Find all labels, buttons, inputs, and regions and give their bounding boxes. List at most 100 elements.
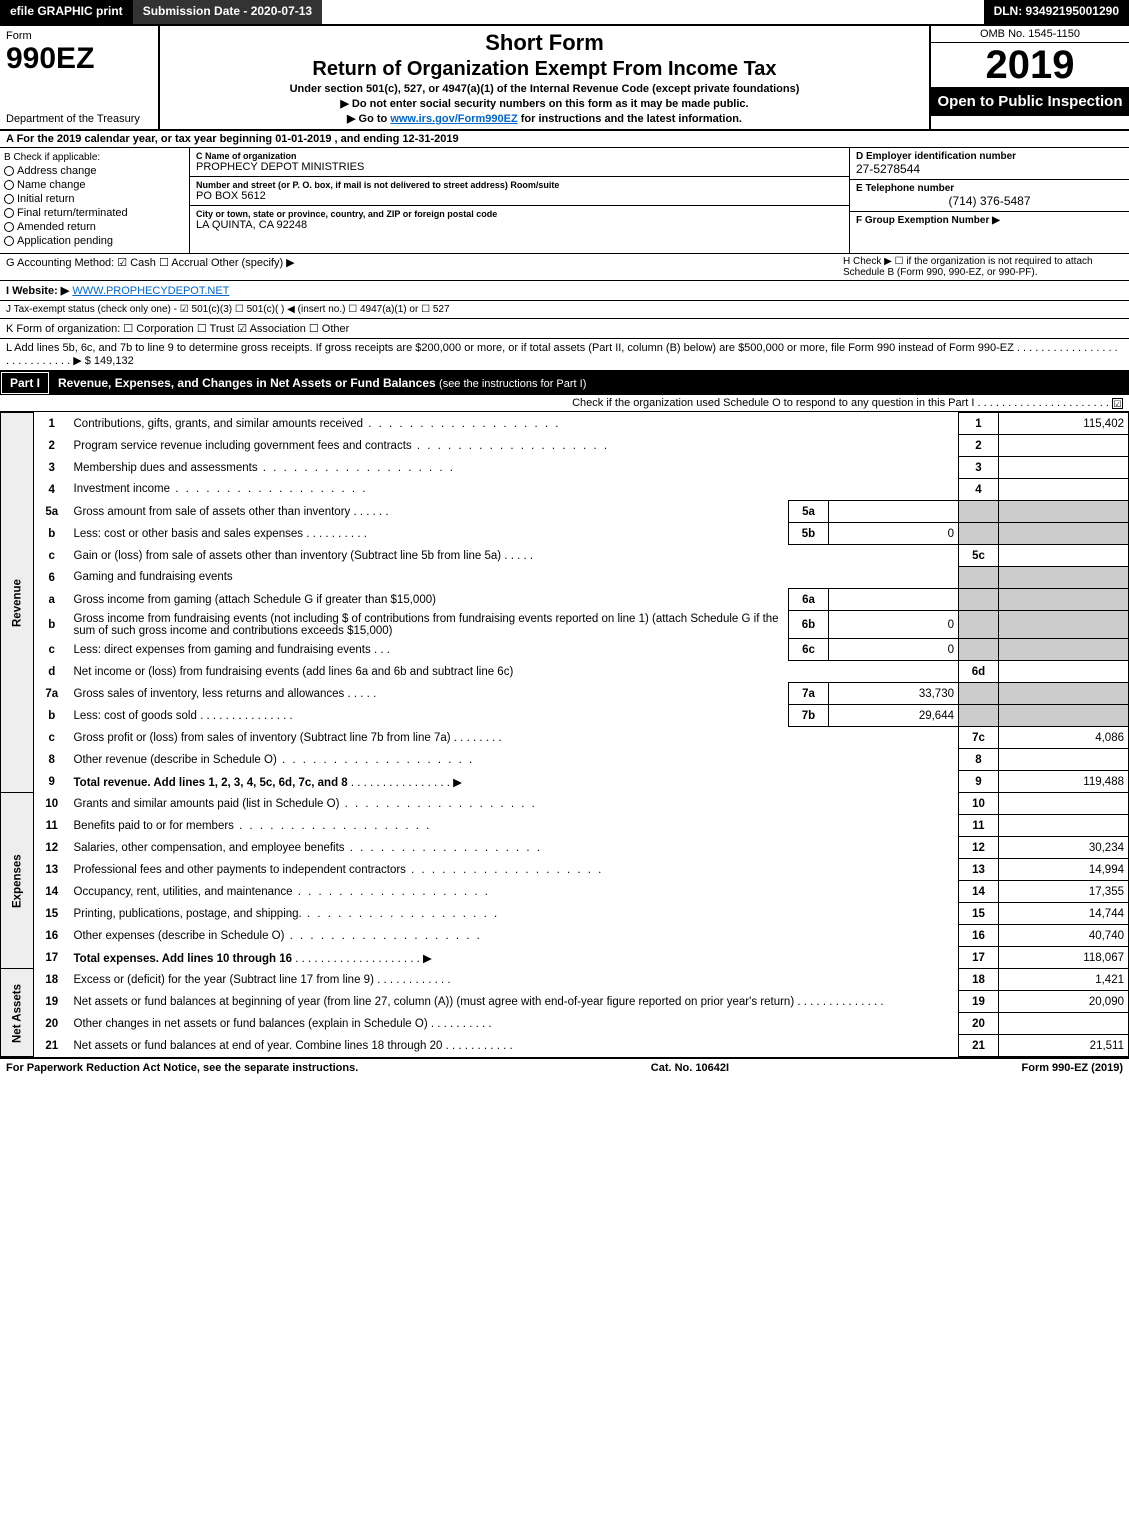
form-header: Form 990EZ Department of the Treasury Sh… (0, 26, 1129, 131)
dln-label: DLN: 93492195001290 (984, 0, 1129, 24)
title-return: Return of Organization Exempt From Incom… (168, 58, 921, 81)
line-i-lbl: I Website: ▶ (6, 285, 69, 297)
submission-date: Submission Date - 2020-07-13 (133, 0, 322, 24)
chk-final[interactable]: Final return/terminated (4, 207, 185, 219)
row-6a: aGross income from gaming (attach Schedu… (1, 589, 1129, 611)
org-name-row: C Name of organization PROPHECY DEPOT MI… (190, 148, 849, 177)
top-bar: efile GRAPHIC print Submission Date - 20… (0, 0, 1129, 26)
part1-check: Check if the organization used Schedule … (0, 395, 1129, 412)
box-b-label: B Check if applicable: (4, 152, 185, 163)
instructions-link[interactable]: www.irs.gov/Form990EZ (390, 113, 517, 125)
row-19: 19Net assets or fund balances at beginni… (1, 991, 1129, 1013)
row-6c: cLess: direct expenses from gaming and f… (1, 639, 1129, 661)
row-17: 17Total expenses. Add lines 10 through 1… (1, 947, 1129, 969)
line-l: L Add lines 5b, 6c, and 7b to line 9 to … (0, 339, 1129, 371)
ln-1: 1 (34, 413, 70, 435)
val-1: 115,402 (999, 413, 1129, 435)
desc-1: Contributions, gifts, grants, and simila… (70, 413, 959, 435)
line-g: G Accounting Method: ☑ Cash ☐ Accrual Ot… (6, 256, 295, 278)
page-footer: For Paperwork Reduction Act Notice, see … (0, 1057, 1129, 1077)
group-row: F Group Exemption Number ▶ (850, 212, 1129, 229)
box-c: C Name of organization PROPHECY DEPOT MI… (190, 148, 849, 253)
row-6: 6Gaming and fundraising events (1, 567, 1129, 589)
info-block: B Check if applicable: Address change Na… (0, 148, 1129, 254)
row-16: 16Other expenses (describe in Schedule O… (1, 925, 1129, 947)
row-3: 3Membership dues and assessments 3 (1, 457, 1129, 479)
line-k: K Form of organization: ☐ Corporation ☐ … (0, 319, 1129, 339)
side-expenses: Expenses (1, 793, 34, 969)
row-12: 12Salaries, other compensation, and empl… (1, 837, 1129, 859)
row-13: 13Professional fees and other payments t… (1, 859, 1129, 881)
row-5b: bLess: cost or other basis and sales exp… (1, 523, 1129, 545)
street-val: PO BOX 5612 (196, 190, 843, 202)
row-7a: 7aGross sales of inventory, less returns… (1, 683, 1129, 705)
part1-tag: Part I (1, 372, 49, 394)
spacer (322, 0, 983, 24)
title-short-form: Short Form (168, 30, 921, 56)
city-val: LA QUINTA, CA 92248 (196, 219, 843, 231)
row-8: 8Other revenue (describe in Schedule O) … (1, 749, 1129, 771)
row-6b: bGross income from fundraising events (n… (1, 611, 1129, 639)
line-i: I Website: ▶ WWW.PROPHECYDEPOT.NET (0, 281, 1129, 301)
subtitle-goto: ▶ Go to www.irs.gov/Form990EZ for instru… (168, 112, 921, 125)
footer-right: Form 990-EZ (2019) (1022, 1062, 1123, 1074)
open-public: Open to Public Inspection (931, 87, 1129, 116)
part1-title: Revenue, Expenses, and Changes in Net As… (50, 373, 594, 393)
row-20: 20Other changes in net assets or fund ba… (1, 1013, 1129, 1035)
box-def: D Employer identification number 27-5278… (849, 148, 1129, 253)
phone-val: (714) 376-5487 (856, 194, 1123, 208)
chk-name[interactable]: Name change (4, 179, 185, 191)
tax-period: A For the 2019 calendar year, or tax yea… (0, 131, 1129, 148)
form-number: 990EZ (6, 42, 152, 76)
line-h: H Check ▶ ☐ if the organization is not r… (843, 256, 1123, 278)
row-15: 15Printing, publications, postage, and s… (1, 903, 1129, 925)
row-1: Revenue 1 Contributions, gifts, grants, … (1, 413, 1129, 435)
row-2: 2Program service revenue including gover… (1, 435, 1129, 457)
ein-row: D Employer identification number 27-5278… (850, 148, 1129, 180)
form-label: Form (6, 30, 152, 42)
gh-row: G Accounting Method: ☑ Cash ☐ Accrual Ot… (0, 254, 1129, 281)
subtitle-code: Under section 501(c), 527, or 4947(a)(1)… (168, 83, 921, 95)
row-5a: 5aGross amount from sale of assets other… (1, 501, 1129, 523)
row-4: 4Investment income 4 (1, 479, 1129, 501)
row-14: 14Occupancy, rent, utilities, and mainte… (1, 881, 1129, 903)
row-5c: cGain or (loss) from sale of assets othe… (1, 545, 1129, 567)
department: Department of the Treasury (6, 113, 152, 125)
line-j: J Tax-exempt status (check only one) - ☑… (0, 301, 1129, 319)
tax-year: 2019 (931, 43, 1129, 87)
omb-number: OMB No. 1545-1150 (931, 26, 1129, 43)
subtitle-ssn: ▶ Do not enter social security numbers o… (168, 97, 921, 110)
row-21: 21Net assets or fund balances at end of … (1, 1035, 1129, 1057)
row-11: 11Benefits paid to or for members11 (1, 815, 1129, 837)
side-netassets: Net Assets (1, 969, 34, 1057)
num-1: 1 (959, 413, 999, 435)
row-7b: bLess: cost of goods sold . . . . . . . … (1, 705, 1129, 727)
org-name-val: PROPHECY DEPOT MINISTRIES (196, 161, 843, 173)
city-lbl: City or town, state or province, country… (196, 209, 843, 219)
row-9: 9Total revenue. Add lines 1, 2, 3, 4, 5c… (1, 771, 1129, 793)
side-revenue: Revenue (1, 413, 34, 793)
header-center: Short Form Return of Organization Exempt… (160, 26, 929, 129)
row-7c: cGross profit or (loss) from sales of in… (1, 727, 1129, 749)
part1-table: Revenue 1 Contributions, gifts, grants, … (0, 412, 1129, 1057)
website-link[interactable]: WWW.PROPHECYDEPOT.NET (72, 285, 229, 297)
phone-row: E Telephone number (714) 376-5487 (850, 180, 1129, 212)
chk-amended[interactable]: Amended return (4, 221, 185, 233)
part1-header: Part I Revenue, Expenses, and Changes in… (0, 371, 1129, 395)
footer-left: For Paperwork Reduction Act Notice, see … (6, 1062, 358, 1074)
schedule-o-checkbox[interactable]: ☑ (1112, 398, 1123, 409)
header-left: Form 990EZ Department of the Treasury (0, 26, 160, 129)
efile-label: efile GRAPHIC print (0, 0, 133, 24)
org-name-lbl: C Name of organization (196, 151, 843, 161)
row-10: Expenses 10Grants and similar amounts pa… (1, 793, 1129, 815)
street-lbl: Number and street (or P. O. box, if mail… (196, 180, 843, 190)
ein-lbl: D Employer identification number (856, 151, 1123, 162)
ein-val: 27-5278544 (856, 162, 1123, 176)
row-6d: dNet income or (loss) from fundraising e… (1, 661, 1129, 683)
chk-initial[interactable]: Initial return (4, 193, 185, 205)
chk-pending[interactable]: Application pending (4, 235, 185, 247)
chk-address[interactable]: Address change (4, 165, 185, 177)
row-18: Net Assets 18Excess or (deficit) for the… (1, 969, 1129, 991)
footer-center: Cat. No. 10642I (651, 1062, 729, 1074)
box-b: B Check if applicable: Address change Na… (0, 148, 190, 253)
